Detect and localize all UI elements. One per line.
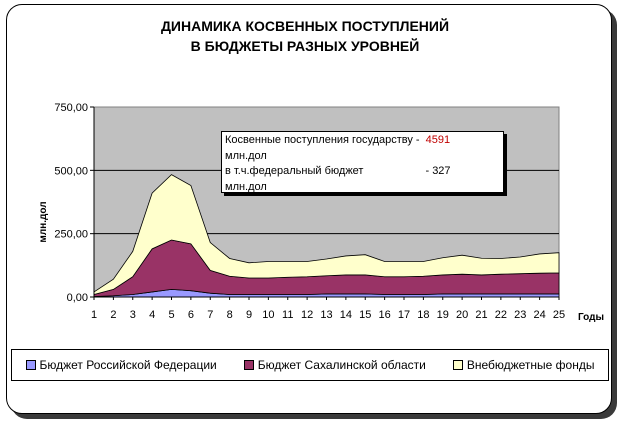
x-tick-label: 22	[495, 309, 507, 321]
x-tick-label: 4	[149, 309, 155, 321]
chart-title: ДИНАМИКА КОСВЕННЫХ ПОСТУПЛЕНИЙ В БЮДЖЕТЫ…	[0, 16, 610, 56]
chart-title-line-2: В БЮДЖЕТЫ РАЗНЫХ УРОВНЕЙ	[190, 38, 420, 54]
x-tick-label: 5	[168, 309, 174, 321]
x-tick-label: 3	[130, 309, 136, 321]
x-tick-labels: 1 2 3 4 5 6 7 8 9 10 11 12 13 14 15 16 17 18 19 20 21 22 23 24 2…	[91, 309, 565, 321]
legend-item-sakhalin: Бюджет Сахалинской области	[243, 358, 426, 372]
note-line2: млн.дол	[225, 149, 267, 162]
x-tick-label: 15	[359, 309, 371, 321]
note-line3-label: в т.ч.федеральный бюджет	[225, 165, 364, 177]
x-axis-label: Годы	[578, 312, 604, 323]
note-line1-label: Косвенные поступления государству -	[225, 134, 420, 146]
x-tick-label: 20	[456, 309, 468, 321]
x-tick-label: 23	[514, 309, 526, 321]
x-tick-label: 9	[246, 309, 252, 321]
x-tick-label: 1	[91, 309, 97, 321]
y-tick-label: 0,00	[67, 292, 88, 304]
legend: Бюджет Российской Федерации Бюджет Сахал…	[11, 349, 609, 381]
y-tick-label: 750,00	[54, 102, 88, 114]
legend-label-sakhalin: Бюджет Сахалинской области	[257, 358, 426, 372]
y-tick-label: 250,00	[54, 229, 88, 241]
legend-swatch-offbudget	[452, 360, 463, 370]
x-tick-label: 13	[320, 309, 332, 321]
area-series	[93, 174, 560, 298]
x-tick-label: 17	[398, 309, 410, 321]
y-axis-label: млн.дол	[38, 201, 49, 242]
chart-title-line-1: ДИНАМИКА КОСВЕННЫХ ПОСТУПЛЕНИЙ	[160, 18, 450, 34]
x-tick-label: 16	[379, 309, 391, 321]
note-line3-value: - 327	[425, 165, 451, 177]
x-tick-label: 21	[475, 309, 487, 321]
legend-item-offbudget: Внебюджетные фонды	[452, 358, 595, 372]
x-tick-label: 14	[340, 309, 352, 321]
x-tick-label: 24	[534, 309, 546, 321]
axes	[90, 106, 560, 300]
x-tick-label: 2	[110, 309, 116, 321]
y-tick-label: 500,00	[54, 165, 88, 177]
annotation-box: Косвенные поступления государству - 4591…	[221, 131, 504, 193]
x-tick-label: 12	[301, 309, 313, 321]
x-tick-label: 11	[282, 309, 293, 321]
note-line1-value: 4591	[425, 134, 451, 146]
legend-label-federal: Бюджет Российской Федерации	[39, 358, 217, 372]
x-tick-label: 25	[553, 309, 565, 321]
y-tick-labels: 0,00 250,00 500,00 750,00	[54, 102, 88, 304]
legend-item-federal: Бюджет Российской Федерации	[25, 358, 217, 372]
x-tick-label: 19	[437, 309, 449, 321]
note-line4: млн.дол	[225, 180, 267, 193]
x-tick-label: 10	[262, 309, 274, 321]
x-tick-label: 6	[188, 309, 194, 321]
x-tick-label: 7	[207, 309, 213, 321]
legend-swatch-federal	[25, 360, 36, 370]
x-tick-label: 18	[417, 309, 429, 321]
area-offbudget	[93, 174, 560, 295]
legend-label-offbudget: Внебюджетные фонды	[466, 358, 595, 372]
x-tick-label: 8	[227, 309, 233, 321]
legend-swatch-sakhalin	[243, 360, 254, 370]
